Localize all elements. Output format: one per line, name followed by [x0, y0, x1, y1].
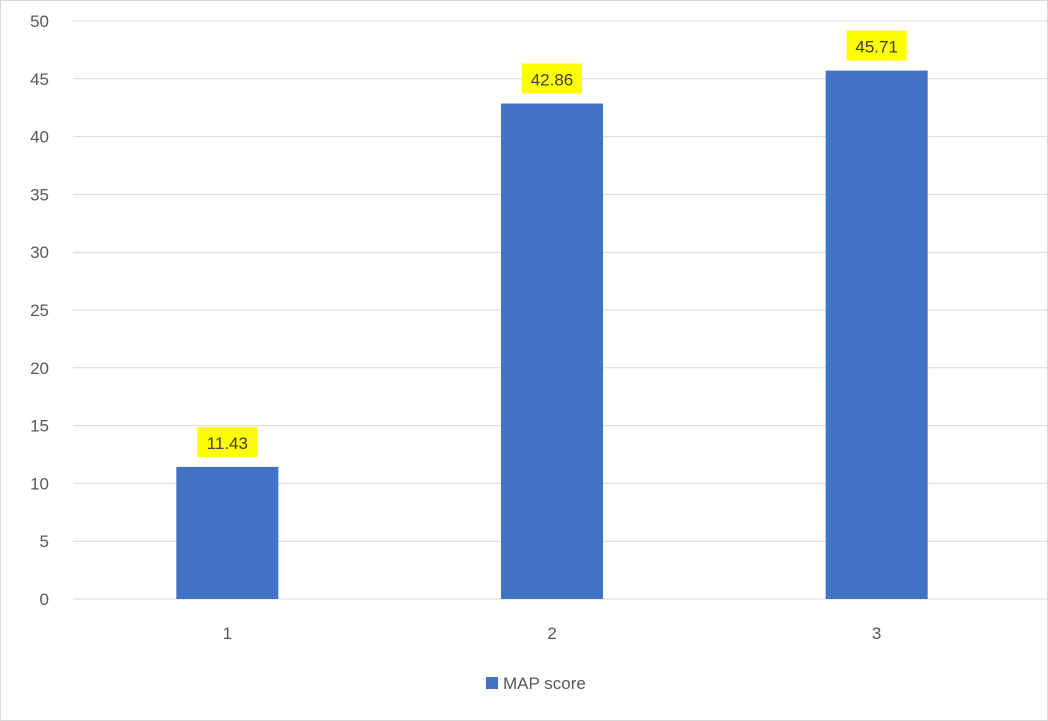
y-tick-label: 25	[30, 301, 49, 320]
y-tick-label: 15	[30, 417, 49, 436]
y-axis-tick-labels: 0 5 10 15 20 25 30 35 40 45 50	[30, 12, 49, 609]
y-tick-label: 45	[30, 70, 49, 89]
data-label: 45.71	[855, 38, 898, 57]
bar[interactable]	[176, 466, 279, 599]
data-label-highlight	[846, 30, 907, 61]
data-labels: 11.43 42.86 45.71	[197, 30, 907, 457]
y-tick-label: 20	[30, 359, 49, 378]
legend-label: MAP score	[503, 674, 586, 693]
x-tick-label: 3	[872, 624, 881, 643]
bar[interactable]	[825, 70, 928, 599]
y-tick-label: 5	[40, 532, 49, 551]
y-tick-label: 0	[40, 590, 49, 609]
y-tick-label: 40	[30, 128, 49, 147]
x-tick-label: 2	[547, 624, 556, 643]
legend: MAP score	[486, 674, 586, 693]
y-tick-label: 35	[30, 185, 49, 204]
y-tick-label: 30	[30, 243, 49, 262]
bars	[176, 70, 928, 600]
data-label: 42.86	[531, 71, 574, 90]
bar[interactable]	[501, 103, 603, 600]
x-axis-tick-labels: 1 2 3	[223, 624, 882, 643]
y-tick-label: 50	[30, 12, 49, 31]
data-label-highlight	[197, 426, 258, 457]
y-tick-label: 10	[30, 474, 49, 493]
data-label-highlight	[522, 63, 582, 94]
legend-swatch	[486, 677, 498, 689]
x-tick-label: 1	[223, 624, 232, 643]
data-label: 11.43	[207, 434, 248, 453]
